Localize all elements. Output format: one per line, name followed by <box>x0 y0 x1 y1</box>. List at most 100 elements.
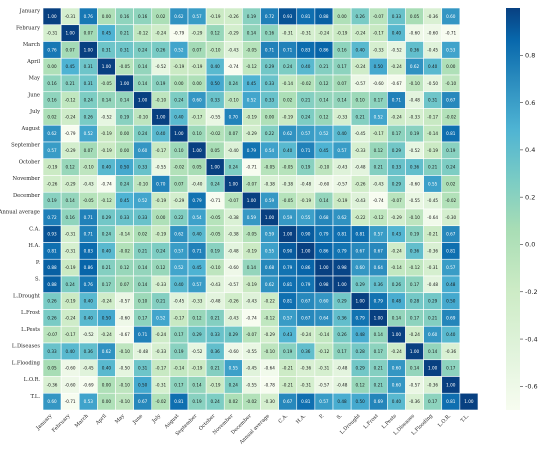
cell-value-1-8: -0.29 <box>192 31 203 36</box>
cell-value-6-6: 1.00 <box>156 114 166 119</box>
cell-value-0-22: 0.60 <box>446 14 456 19</box>
cell-value-15-2: 0.86 <box>84 265 94 270</box>
cell-value-12-21: -0.64 <box>427 215 438 220</box>
cell-value-0-2: 0.76 <box>84 14 94 19</box>
cell-value-4-21: -0.50 <box>427 81 438 86</box>
cell-value-21-22: 0.17 <box>446 366 456 371</box>
cell-value-10-18: -0.43 <box>373 181 384 186</box>
cell-value-7-6: 0.40 <box>156 131 166 136</box>
cell-value-22-0: -0.36 <box>47 382 58 387</box>
cell-value-13-0: 0.93 <box>47 232 57 237</box>
cell-value-22-8: 0.14 <box>192 382 202 387</box>
cell-value-17-9: -0.48 <box>210 299 221 304</box>
colorbar-tick-label-2: 0.4 <box>525 146 535 154</box>
cell-value-17-22: 0.50 <box>446 299 456 304</box>
cell-value-20-10: -0.60 <box>228 349 239 354</box>
cell-value-3-17: -0.24 <box>355 64 366 69</box>
cell-value-8-20: -0.52 <box>409 148 420 153</box>
cell-value-14-6: 0.24 <box>156 248 166 253</box>
cell-value-0-1: -0.31 <box>65 14 76 19</box>
cell-value-18-14: 0.67 <box>301 315 311 320</box>
cell-value-5-7: 0.24 <box>174 98 184 103</box>
cell-value-9-20: 0.36 <box>410 165 420 170</box>
cell-value-3-7: -0.19 <box>174 64 185 69</box>
y-label-20: L.Diseases <box>12 344 40 350</box>
cell-value-21-5: 0.31 <box>138 366 148 371</box>
cell-value-12-17: -0.22 <box>355 215 366 220</box>
cell-value-18-8: 0.12 <box>192 315 202 320</box>
cell-value-14-22: 0.81 <box>446 248 456 253</box>
cell-value-1-12: 0.16 <box>265 31 275 36</box>
cell-value-3-12: 0.29 <box>265 64 275 69</box>
cell-value-18-6: 0.52 <box>156 315 166 320</box>
y-label-7: August <box>21 126 41 132</box>
cell-value-14-5: 0.21 <box>138 248 148 253</box>
cell-value-8-15: 0.45 <box>319 148 329 153</box>
cell-value-1-15: -0.24 <box>319 31 330 36</box>
x-label-7: August <box>163 413 181 431</box>
cell-value-5-19: 0.71 <box>392 98 402 103</box>
cell-value-6-3: -0.52 <box>101 114 112 119</box>
cell-value-6-4: 0.19 <box>120 114 130 119</box>
cell-value-1-21: -0.60 <box>427 31 438 36</box>
cell-value-21-13: -0.21 <box>282 366 293 371</box>
cell-value-4-11: 0.45 <box>247 81 257 86</box>
cell-value-5-18: 0.17 <box>374 98 384 103</box>
cell-value-8-5: 0.60 <box>138 148 148 153</box>
cell-value-3-22: 0.00 <box>446 64 456 69</box>
cell-value-6-9: -0.55 <box>210 114 221 119</box>
cell-value-2-10: -0.43 <box>228 47 239 52</box>
cell-value-18-1: -0.24 <box>65 315 76 320</box>
cell-value-15-5: 0.14 <box>138 265 148 270</box>
cell-value-20-14: 0.36 <box>301 349 311 354</box>
cell-value-3-3: 1.00 <box>102 64 112 69</box>
cell-value-14-9: 0.19 <box>211 248 221 253</box>
cell-value-5-15: 0.14 <box>319 98 329 103</box>
cell-value-16-10: -0.57 <box>228 282 239 287</box>
cell-value-5-9: 0.33 <box>211 98 221 103</box>
y-label-21: L.Flooding <box>12 360 41 366</box>
cell-value-2-14: 0.83 <box>301 47 311 52</box>
cell-value-12-8: 0.54 <box>192 215 202 220</box>
cell-value-17-5: 0.10 <box>138 299 148 304</box>
cell-value-20-11: -0.55 <box>246 349 257 354</box>
cell-value-5-14: 0.21 <box>301 98 311 103</box>
cell-value-9-16: -0.43 <box>337 165 348 170</box>
cell-value-1-18: -0.17 <box>373 31 384 36</box>
cell-value-23-15: 0.57 <box>319 399 329 404</box>
y-label-2: March <box>23 42 41 48</box>
cell-value-20-4: -0.10 <box>119 349 130 354</box>
cell-value-18-5: 0.17 <box>138 315 148 320</box>
cell-value-5-3: 0.14 <box>102 98 112 103</box>
cell-value-5-0: 0.16 <box>47 98 57 103</box>
cell-value-15-15: 1.00 <box>319 265 329 270</box>
cell-value-15-12: 0.68 <box>265 265 275 270</box>
cell-value-4-14: -0.02 <box>300 81 311 86</box>
cell-value-19-2: -0.52 <box>83 332 94 337</box>
cell-value-10-21: 0.55 <box>428 181 438 186</box>
cell-value-21-8: -0.19 <box>192 366 203 371</box>
y-label-15: P. <box>36 260 40 266</box>
cell-value-12-16: 0.62 <box>337 215 347 220</box>
cell-value-13-6: -0.19 <box>155 232 166 237</box>
cell-value-1-5: -0.12 <box>137 31 148 36</box>
cell-value-19-17: 0.48 <box>356 332 366 337</box>
cell-value-19-6: -0.24 <box>155 332 166 337</box>
cell-value-10-6: 0.70 <box>156 181 166 186</box>
cell-value-1-4: 0.21 <box>120 31 130 36</box>
cell-value-12-18: -0.12 <box>373 215 384 220</box>
cell-value-20-6: -0.33 <box>155 349 166 354</box>
cell-value-23-12: -0.30 <box>264 399 275 404</box>
x-label-13: C.A. <box>277 413 289 425</box>
cell-value-20-20: 1.00 <box>410 349 420 354</box>
cell-value-8-17: -0.33 <box>355 148 366 153</box>
cell-value-20-22: -0.36 <box>445 349 456 354</box>
cell-value-15-6: 0.12 <box>156 265 166 270</box>
cell-value-10-16: -0.57 <box>337 181 348 186</box>
cell-value-13-13: 1.00 <box>283 232 293 237</box>
cell-value-6-20: -0.33 <box>409 114 420 119</box>
cell-value-3-11: -0.12 <box>246 64 257 69</box>
cell-value-9-5: 0.33 <box>138 165 148 170</box>
cell-value-18-11: -0.74 <box>246 315 257 320</box>
cell-value-8-6: -0.17 <box>155 148 166 153</box>
